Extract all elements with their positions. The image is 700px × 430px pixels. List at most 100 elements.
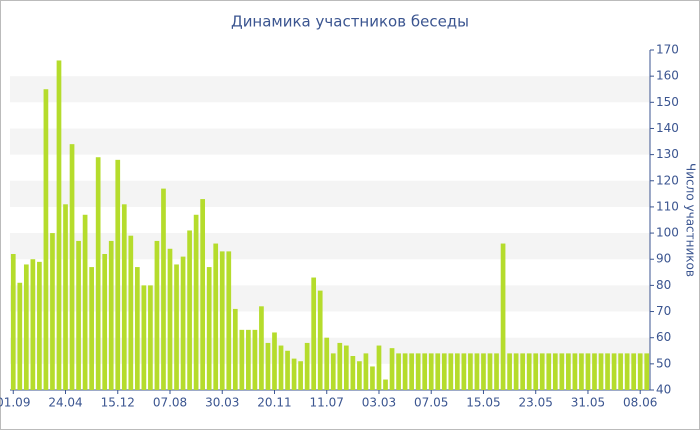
bar xyxy=(278,345,284,390)
y-tick-label: 50 xyxy=(656,356,671,370)
x-tick-label: 03.03 xyxy=(362,396,396,410)
bar xyxy=(200,199,206,390)
y-tick-label: 160 xyxy=(656,69,679,83)
bar xyxy=(389,348,395,390)
bar xyxy=(167,248,173,390)
bar xyxy=(526,353,532,390)
bar xyxy=(500,243,506,390)
bar xyxy=(448,353,454,390)
x-tick-label: 07.05 xyxy=(414,396,448,410)
bar xyxy=(468,353,473,390)
y-tick-label: 80 xyxy=(656,278,671,292)
bar xyxy=(539,353,545,390)
bar xyxy=(370,366,375,390)
chart-title: Динамика участников беседы xyxy=(231,13,469,31)
bar xyxy=(272,332,277,390)
bar xyxy=(624,353,630,390)
grid-band xyxy=(10,180,650,207)
y-tick-label: 140 xyxy=(656,121,679,135)
bar xyxy=(605,353,610,390)
bar xyxy=(246,329,251,390)
bar xyxy=(259,306,264,390)
grid-band xyxy=(10,128,650,155)
bar xyxy=(415,353,421,390)
y-tick-label: 110 xyxy=(656,199,679,213)
bar xyxy=(585,353,591,390)
y-tick-label: 40 xyxy=(656,383,671,397)
bar xyxy=(631,353,637,390)
bar xyxy=(161,188,166,390)
bar xyxy=(304,342,310,390)
bar xyxy=(350,356,356,390)
bar xyxy=(37,261,42,390)
bar xyxy=(637,353,643,390)
bar xyxy=(454,353,460,390)
bar xyxy=(102,254,108,390)
bar xyxy=(232,308,238,390)
x-tick-label: 20.11 xyxy=(257,396,291,410)
bar xyxy=(376,345,382,390)
bar xyxy=(441,353,447,390)
bar xyxy=(579,353,584,390)
bar xyxy=(193,214,199,390)
bar xyxy=(566,353,571,390)
bar xyxy=(494,353,499,390)
bar xyxy=(343,345,349,390)
bar xyxy=(428,353,434,390)
bar xyxy=(219,251,225,390)
bar xyxy=(324,337,330,390)
bar xyxy=(121,204,127,390)
y-tick-label: 60 xyxy=(656,330,671,344)
bar xyxy=(533,353,539,390)
bar xyxy=(357,361,362,390)
bar xyxy=(69,144,75,390)
y-tick-label: 150 xyxy=(656,95,679,109)
bar xyxy=(337,342,343,390)
bar xyxy=(115,159,121,390)
bar xyxy=(226,251,232,390)
y-tick-label: 120 xyxy=(656,173,679,187)
bar xyxy=(265,342,271,390)
bar xyxy=(82,214,88,390)
bar xyxy=(487,353,493,390)
bar xyxy=(481,353,486,390)
bar xyxy=(644,353,650,390)
bar xyxy=(141,285,147,390)
bar xyxy=(611,353,617,390)
x-tick-label: 30.03 xyxy=(205,396,239,410)
y-tick-label: 100 xyxy=(656,226,679,240)
bar xyxy=(239,329,245,390)
y-tick-label: 70 xyxy=(656,304,671,318)
bar xyxy=(552,353,558,390)
bar xyxy=(154,240,160,390)
y-tick-label: 130 xyxy=(656,147,679,161)
bar xyxy=(513,353,519,390)
bar xyxy=(618,353,623,390)
bar xyxy=(409,353,414,390)
bar xyxy=(422,353,428,390)
bar xyxy=(396,353,401,390)
bar xyxy=(311,277,317,390)
bar xyxy=(330,353,336,390)
x-tick-label: 11.07 xyxy=(310,396,344,410)
y-tick-label: 170 xyxy=(656,43,679,57)
bar xyxy=(383,379,388,390)
bar xyxy=(461,353,467,390)
bar xyxy=(291,358,297,390)
x-tick-label: 08.06 xyxy=(623,396,657,410)
bar xyxy=(298,361,303,390)
x-tick-label: 23.05 xyxy=(519,396,553,410)
x-tick-label: 07.08 xyxy=(153,396,187,410)
bar xyxy=(546,353,552,390)
bar xyxy=(76,240,81,390)
bar xyxy=(592,353,597,390)
bar xyxy=(435,353,441,390)
bar xyxy=(17,282,23,390)
y-axis-label: Число участников xyxy=(684,163,698,277)
x-tick-label: 15.12 xyxy=(101,396,135,410)
y-tick-label: 90 xyxy=(656,252,671,266)
bar xyxy=(402,353,408,390)
bar xyxy=(63,204,68,390)
bar xyxy=(598,353,604,390)
bar xyxy=(572,353,578,390)
